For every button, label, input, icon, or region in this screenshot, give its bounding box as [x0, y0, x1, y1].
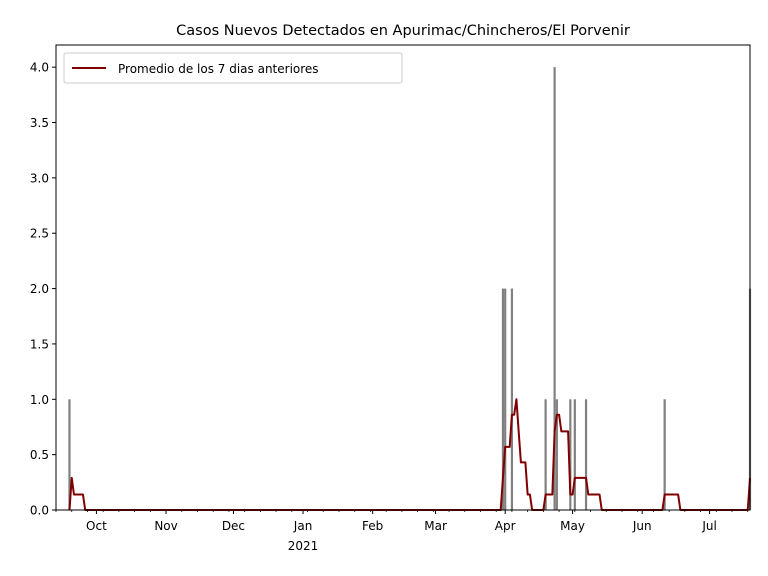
x-tick-label: Dec	[222, 519, 245, 533]
x-tick-label: May	[560, 519, 585, 533]
x-tick-label: Oct	[86, 519, 107, 533]
bar	[68, 399, 71, 510]
x-tick-label: Nov	[154, 519, 177, 533]
x-tick-label: Mar	[424, 519, 447, 533]
lines	[68, 398, 751, 511]
x-tick-label: Jul	[701, 519, 716, 533]
bar	[663, 399, 666, 510]
x-tick-year-label: 2021	[288, 539, 319, 553]
y-tick-label: 4.0	[30, 61, 49, 75]
bars	[68, 67, 752, 511]
y-axis: 0.0 0.5 1.0 1.5 2.0 2.5 3.0 3.5 4.0	[30, 61, 56, 518]
bar	[501, 288, 505, 510]
y-tick-label: 2.0	[30, 282, 49, 296]
x-tick-label: Jun	[632, 519, 652, 533]
legend-box	[63, 52, 403, 84]
bar	[573, 399, 576, 510]
x-tick-label: Jan	[293, 519, 313, 533]
y-tick-label: 3.0	[30, 171, 49, 185]
legend-label: Promedio de los 7 dias anteriores	[118, 62, 319, 76]
x-tick-label: Feb	[362, 519, 383, 533]
chart-title: Casos Nuevos Detectados en Apurimac/Chin…	[176, 23, 630, 39]
bar	[504, 288, 507, 510]
bar	[510, 288, 514, 510]
bar	[584, 399, 588, 510]
y-tick-label: 1.5	[30, 337, 49, 351]
x-axis: Oct Nov Dec Jan 2021 Feb Mar Apr May Jun Jul	[55, 510, 749, 553]
legend: Promedio de los 7 dias anteriores	[63, 52, 403, 84]
bar	[555, 399, 558, 510]
series-line	[68, 398, 751, 511]
y-tick-label: 2.5	[30, 227, 49, 241]
bar	[544, 399, 547, 510]
y-tick-label: 0.5	[30, 448, 49, 462]
y-tick-label: 0.0	[30, 504, 49, 518]
plot-frame	[55, 44, 751, 511]
y-tick-label: 3.5	[30, 116, 49, 130]
x-tick-label: Apr	[495, 519, 516, 533]
bar	[553, 67, 556, 511]
bar	[569, 399, 572, 510]
y-tick-label: 1.0	[30, 393, 49, 407]
